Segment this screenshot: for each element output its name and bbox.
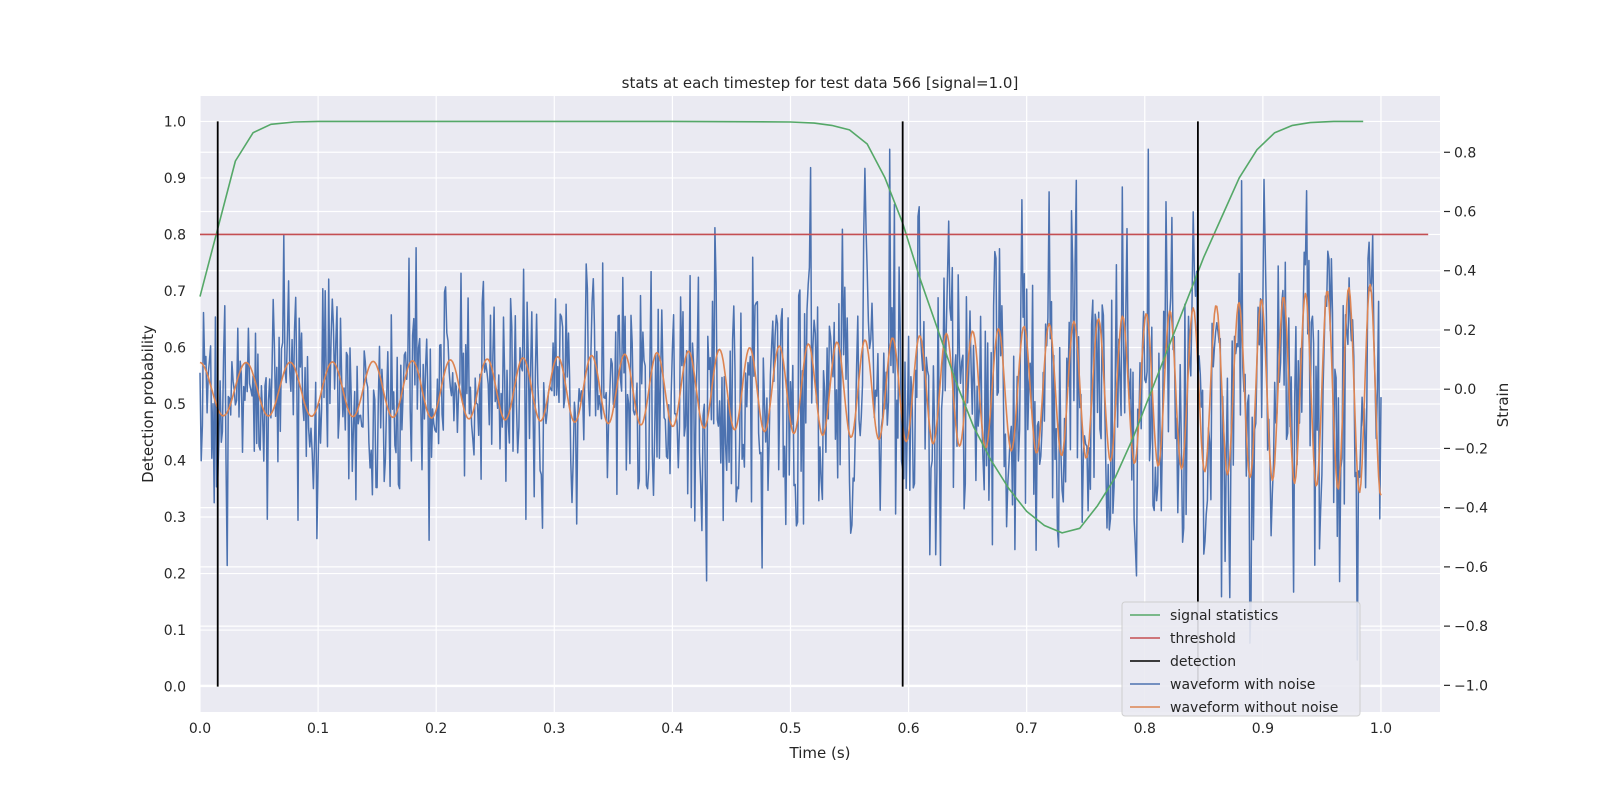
x-tick-label: 0.8 xyxy=(1134,721,1156,737)
y-tick-label-right: 0.0 xyxy=(1454,382,1476,398)
y-tick-label-left: 0.2 xyxy=(164,567,186,583)
series-layer xyxy=(199,120,1429,687)
legend-label-detection: detection xyxy=(1170,654,1236,670)
tick-labels: 0.0 0.1 0.2 0.3 0.4 0.5 0.6 0.7 0.8 0.9 1.0 0.0 0.1 0… xyxy=(164,114,1488,737)
x-tick-label: 0.5 xyxy=(779,721,801,737)
y-tick-label-right: 0.4 xyxy=(1454,264,1476,280)
y-tick-label-right: −0.2 xyxy=(1454,441,1488,457)
legend-label-waveform-without-noise: waveform without noise xyxy=(1170,700,1338,716)
legend-label-waveform-with-noise: waveform with noise xyxy=(1170,677,1315,693)
y-axis-label-right: Strain xyxy=(1494,383,1512,427)
x-tick-label: 0.4 xyxy=(661,721,683,737)
y-tick-label-left: 0.5 xyxy=(164,397,186,413)
y-tick-label-right: 0.6 xyxy=(1454,205,1476,221)
x-tick-label: 1.0 xyxy=(1370,721,1392,737)
signal-statistics-line xyxy=(199,120,1364,534)
x-tick-label: 0.3 xyxy=(543,721,565,737)
legend-label-threshold: threshold xyxy=(1170,631,1236,647)
legend-box xyxy=(1121,601,1361,717)
y-tick-label-left: 0.0 xyxy=(164,680,186,696)
y-tick-label-left: 0.7 xyxy=(164,284,186,300)
x-tick-label: 0.9 xyxy=(1252,721,1274,737)
waveform-without-noise-line xyxy=(199,283,1382,496)
y-tick-label-left: 0.6 xyxy=(164,340,186,356)
legend: signal statistics threshold detection wa… xyxy=(1121,601,1361,717)
y-tick-label-right: −1.0 xyxy=(1454,678,1488,694)
y-tick-label-left: 0.4 xyxy=(164,454,186,470)
y-tick-label-right: 0.8 xyxy=(1454,145,1476,161)
y-tick-label-left: 0.3 xyxy=(164,510,186,526)
x-axis-label: Time (s) xyxy=(789,744,851,762)
y-tick-label-left: 0.8 xyxy=(164,227,186,243)
chart-title: stats at each timestep for test data 566… xyxy=(622,74,1019,92)
x-tick-label: 0.6 xyxy=(897,721,919,737)
y-tick-label-left: 0.1 xyxy=(164,623,186,639)
y-axis-label-left: Detection probability xyxy=(139,325,157,483)
x-tick-label: 0.2 xyxy=(425,721,447,737)
y-tick-label-right: −0.8 xyxy=(1454,619,1488,635)
x-tick-label: 0.7 xyxy=(1016,721,1038,737)
x-tick-label: 0.0 xyxy=(189,721,211,737)
legend-label-signal-statistics: signal statistics xyxy=(1170,608,1278,624)
y-tick-label-left: 1.0 xyxy=(164,114,186,130)
y-tick-label-right: 0.2 xyxy=(1454,323,1476,339)
x-tick-label: 0.1 xyxy=(307,721,329,737)
y-tick-label-right: −0.4 xyxy=(1454,501,1488,517)
y-tick-label-right: −0.6 xyxy=(1454,560,1488,576)
y-tick-label-left: 0.9 xyxy=(164,171,186,187)
